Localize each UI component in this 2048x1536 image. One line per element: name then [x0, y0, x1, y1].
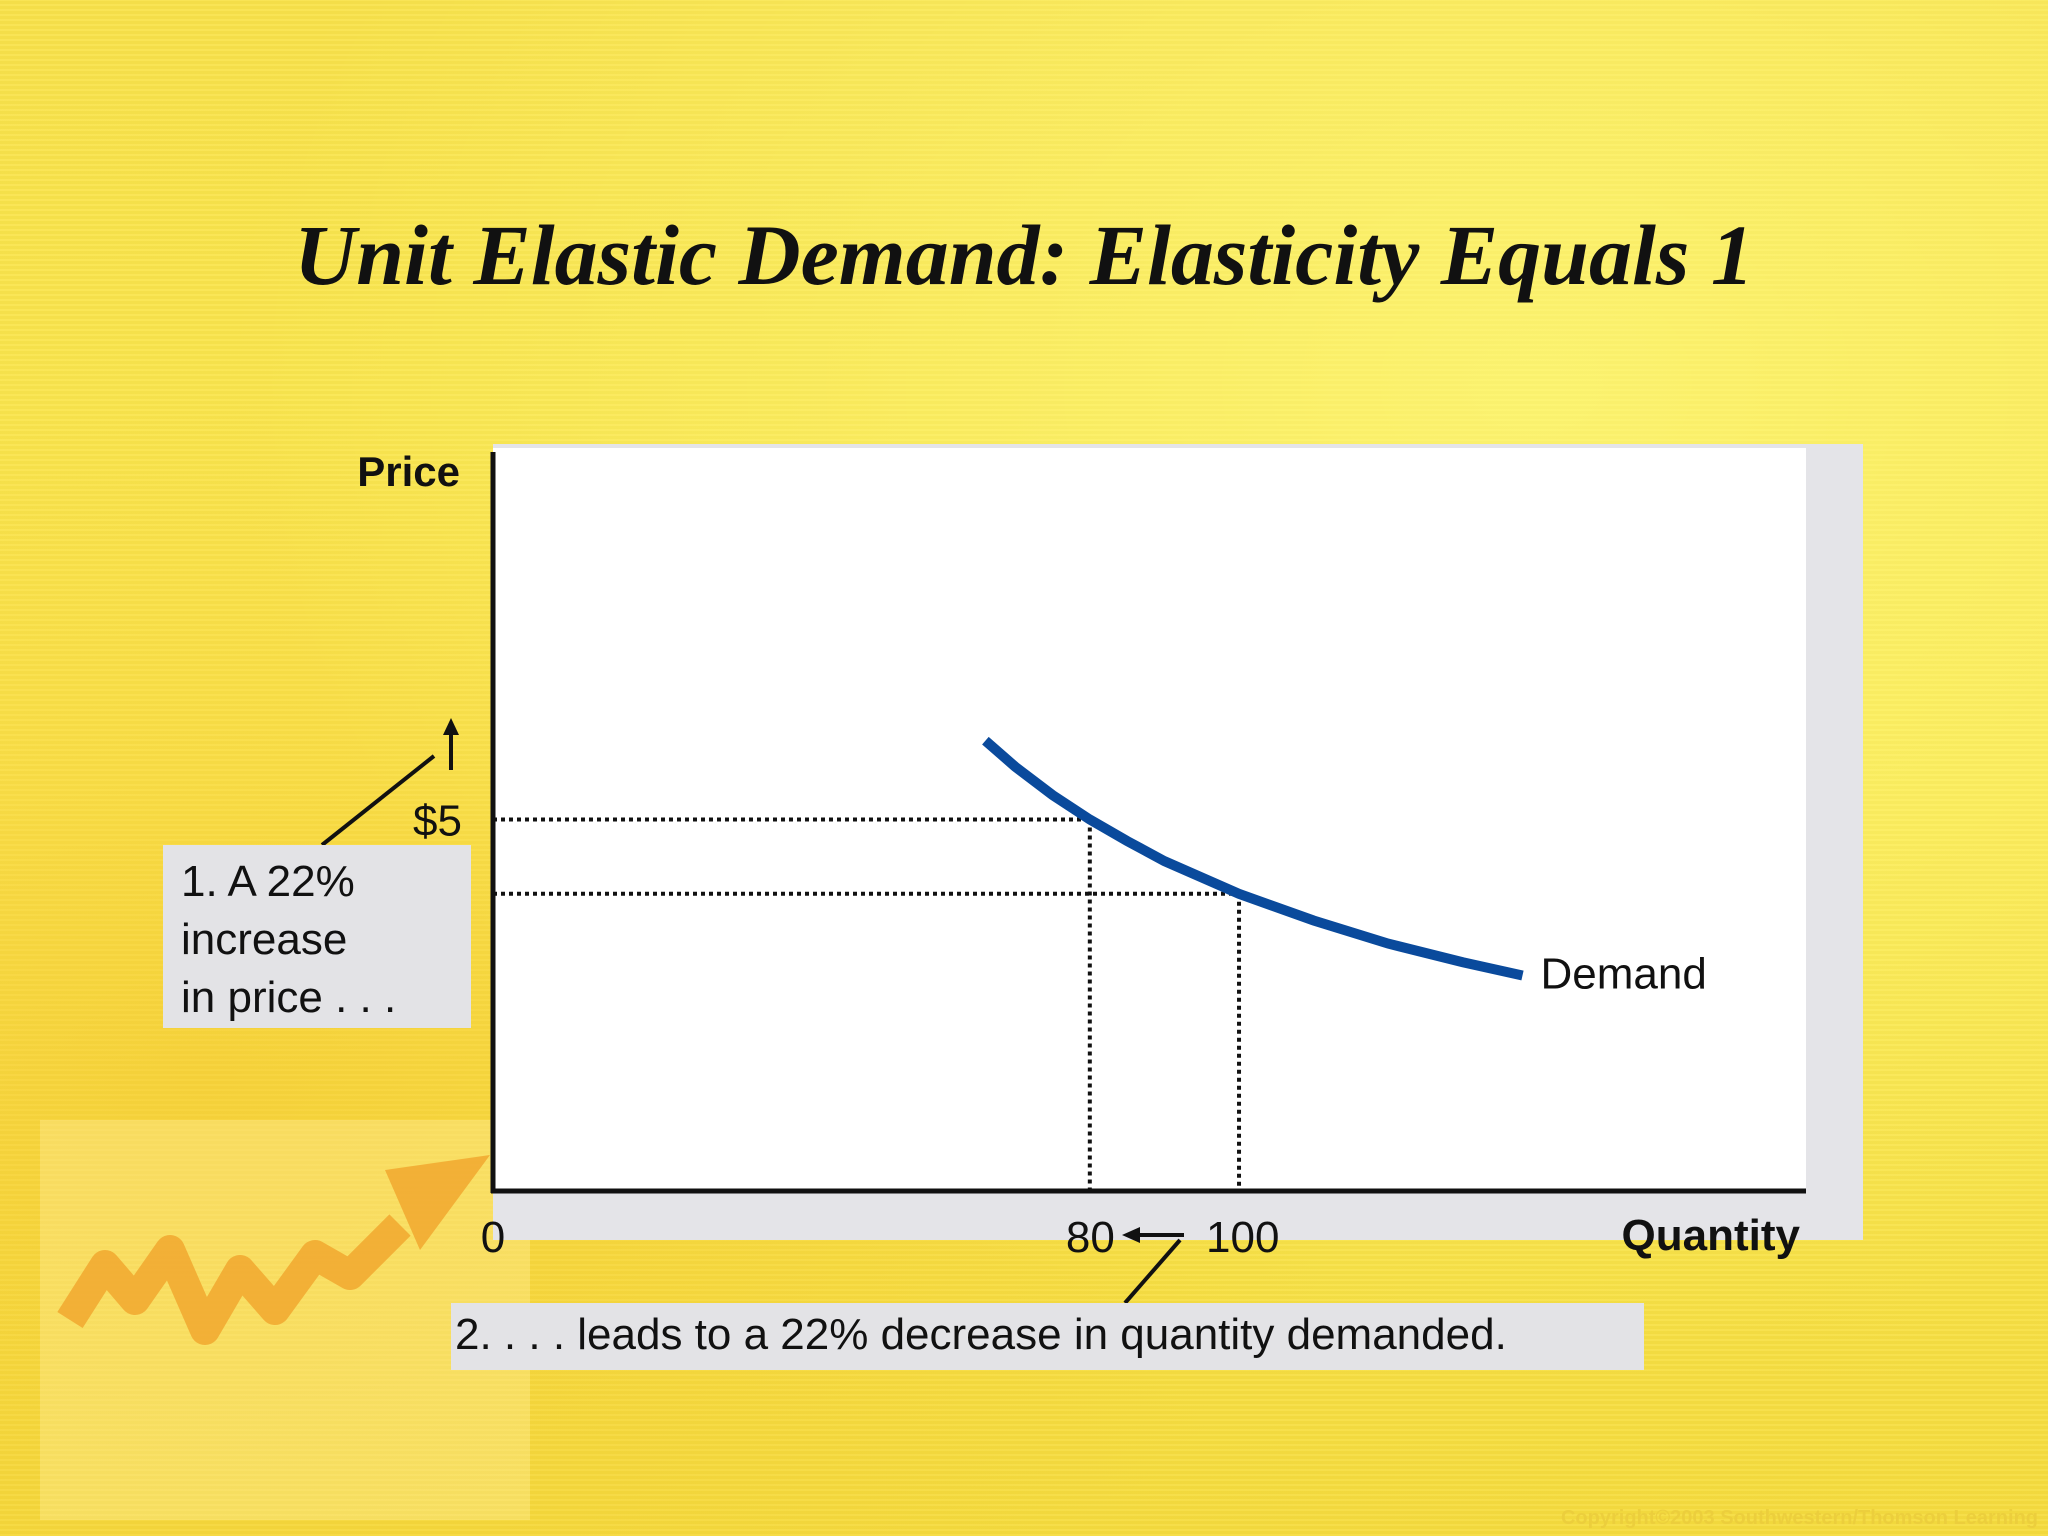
plot-area	[493, 448, 1806, 1190]
y-tick-label-5: $5	[413, 797, 462, 846]
price-callout-line-2: increase	[181, 915, 348, 964]
price-change-arrow	[443, 718, 459, 770]
price-callout-leader-line	[320, 754, 436, 847]
y-axis-label: Price	[357, 448, 460, 495]
price-increase-callout: 1. A 22% increase in price . . .	[163, 845, 471, 1028]
quantity-decrease-callout: 2. . . . leads to a 22% decrease in quan…	[451, 1303, 1644, 1370]
x-tick-label-80: 80	[1066, 1213, 1115, 1262]
copyright-notice: Copyright©2003 Southwestern/Thomson Lear…	[1560, 1507, 2038, 1529]
price-arrowhead	[443, 718, 459, 735]
demand-curve	[982, 736, 1524, 981]
x-axis-label: Quantity	[1622, 1211, 1801, 1260]
quantity-change-arrow	[1122, 1227, 1184, 1243]
decorative-zigzag-arrow	[57, 1214, 411, 1345]
x-tick-label-100: 100	[1206, 1213, 1279, 1262]
decorative-arrowhead	[385, 1155, 490, 1250]
x-tick-label-0: 0	[481, 1213, 505, 1262]
quantity-callout-leader-line	[1123, 1238, 1182, 1305]
price-callout-line-3: in price . . .	[181, 973, 397, 1022]
quantity-arrowhead	[1122, 1227, 1140, 1243]
demand-series-label: Demand	[1541, 950, 1707, 999]
price-callout-line-1: 1. A 22%	[181, 857, 355, 906]
slide-title: Unit Elastic Demand: Elasticity Equals 1	[294, 207, 1754, 303]
